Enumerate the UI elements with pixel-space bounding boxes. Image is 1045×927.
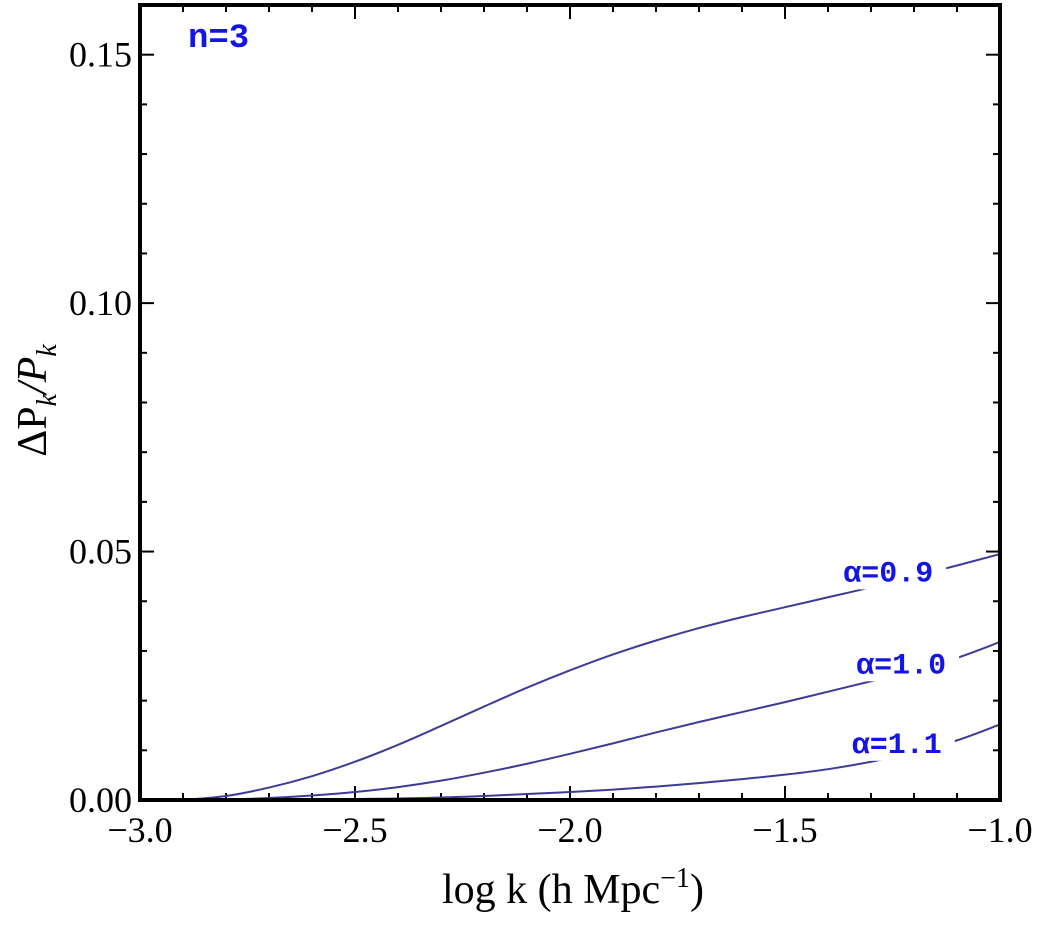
x-axis-title-superscript: −1 bbox=[660, 863, 690, 894]
y-axis-title-main: ΔP bbox=[10, 406, 56, 456]
x-axis-title-suffix: ) bbox=[690, 867, 704, 913]
x-tick-label: −1.0 bbox=[967, 810, 1032, 850]
series-labels: α=0.9 α=1.0 α=1.1 bbox=[830, 555, 960, 763]
x-axis-title-main: log k (h Mpc bbox=[442, 867, 660, 913]
series-label-background bbox=[843, 647, 960, 682]
y-axis-title-mid: /P bbox=[10, 357, 56, 396]
series-label-2: α=1.0 bbox=[856, 649, 946, 683]
y-tick-label: 0.00 bbox=[69, 780, 132, 820]
tick-labels: −3.0 −2.5 −2.0 −1.5 −1.0 0.00 0.05 0.10 0.15 bbox=[69, 35, 1033, 850]
panel-label: n=3 bbox=[188, 20, 249, 58]
series-label-background bbox=[838, 726, 955, 761]
x-tick-label: −2.5 bbox=[322, 810, 387, 850]
y-tick-label: 0.15 bbox=[69, 35, 132, 75]
series-line-2 bbox=[182, 641, 1001, 801]
series-label-background bbox=[830, 555, 947, 590]
x-tick-label: −3.0 bbox=[107, 810, 172, 850]
y-tick-label: 0.10 bbox=[69, 283, 132, 323]
y-axis-title-sub2: k bbox=[32, 344, 63, 357]
y-axis-title: ΔPk/Pk bbox=[10, 344, 63, 457]
x-tick-label: −1.5 bbox=[752, 810, 817, 850]
series-label-3: α=1.1 bbox=[852, 729, 942, 763]
plot-frame bbox=[138, 3, 1002, 802]
series-label-1: α=0.9 bbox=[843, 557, 933, 591]
y-tick-label: 0.05 bbox=[69, 532, 132, 572]
x-axis-title: log k (h Mpc−1) bbox=[442, 863, 704, 913]
y-axis-title-sub1: k bbox=[32, 393, 63, 406]
x-tick-label: −2.0 bbox=[537, 810, 602, 850]
